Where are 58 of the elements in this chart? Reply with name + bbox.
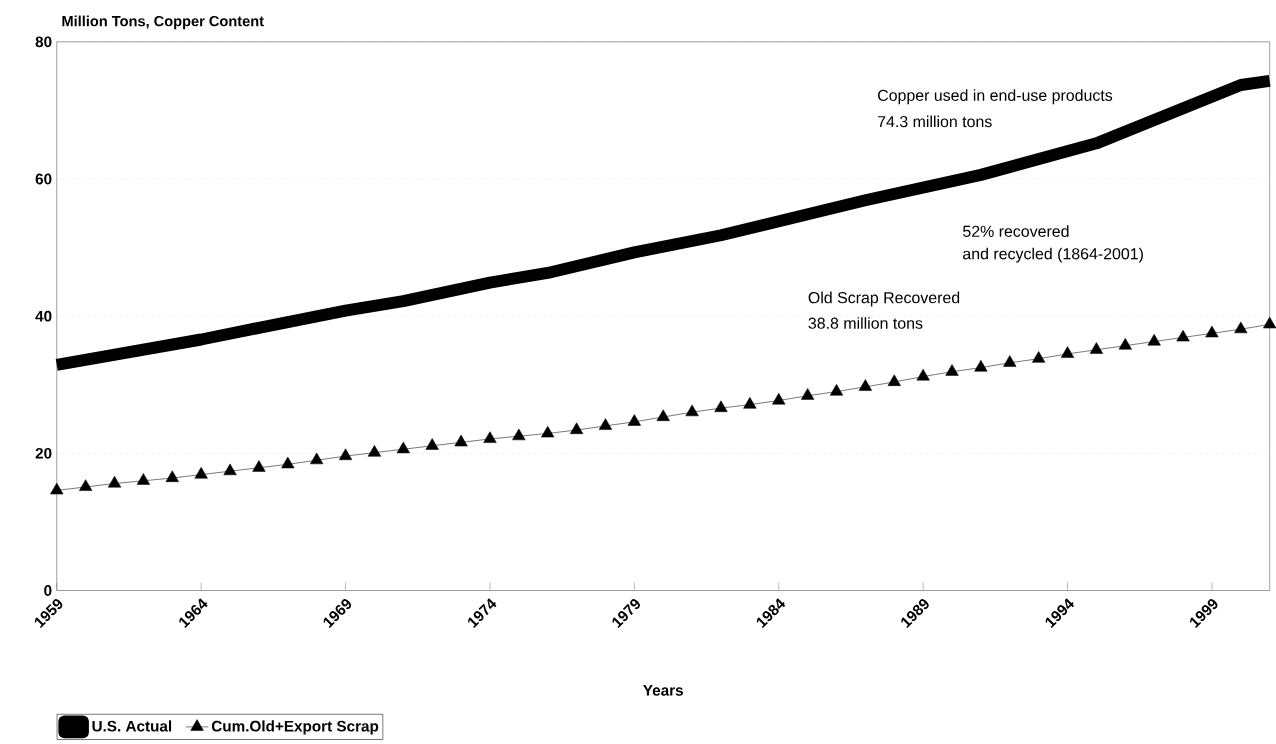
point xyxy=(483,431,497,443)
point xyxy=(974,360,988,372)
x-axis-title: Years xyxy=(643,685,683,696)
point xyxy=(627,414,641,426)
point xyxy=(1205,325,1219,338)
point xyxy=(281,456,295,469)
annotation: 52% recovered xyxy=(963,225,1069,238)
point xyxy=(1176,329,1190,342)
annotation: 74.3 million tons xyxy=(878,115,992,128)
point xyxy=(1234,321,1248,334)
point xyxy=(656,409,670,421)
point xyxy=(685,404,699,417)
point xyxy=(79,479,93,491)
point xyxy=(743,397,757,409)
legend-label: Cum.Old+Export Scrap xyxy=(211,720,379,735)
annotation: and recycled (1864-2001) xyxy=(963,247,1143,263)
point xyxy=(1118,338,1132,350)
y-tick-label: 80 xyxy=(35,36,52,48)
annotation: Copper used in end-use products xyxy=(878,89,1113,105)
y-tick-label: 60 xyxy=(35,173,52,185)
point xyxy=(858,379,872,391)
point xyxy=(1089,342,1103,354)
point xyxy=(367,445,382,457)
y-tick-label: 20 xyxy=(35,448,52,459)
y-tick-label: 0 xyxy=(44,585,52,596)
legend-label: U.S. Actual xyxy=(92,720,172,732)
point xyxy=(714,400,728,413)
point xyxy=(1032,351,1046,363)
point xyxy=(829,384,844,396)
point xyxy=(541,425,555,438)
point xyxy=(916,369,930,381)
annotation: Old Scrap Recovered xyxy=(808,291,960,307)
point xyxy=(598,418,613,430)
point xyxy=(945,364,959,376)
point xyxy=(887,374,901,386)
point xyxy=(396,441,410,454)
point xyxy=(570,422,584,435)
point xyxy=(772,393,786,405)
point xyxy=(512,428,526,441)
point xyxy=(50,482,64,495)
y-axis-title: Million Tons, Copper Content xyxy=(62,15,264,30)
point xyxy=(223,463,237,476)
point xyxy=(338,448,353,461)
point xyxy=(1147,334,1161,346)
point xyxy=(252,460,266,472)
y-tick-label: 40 xyxy=(35,310,52,322)
point xyxy=(107,476,122,488)
point xyxy=(1060,346,1075,358)
point xyxy=(310,452,324,465)
annotation: 38.8 million tons xyxy=(808,317,923,329)
point xyxy=(1003,355,1017,367)
point xyxy=(165,470,179,483)
point xyxy=(454,434,468,447)
point xyxy=(1263,316,1276,329)
point xyxy=(194,467,208,479)
point xyxy=(425,438,439,450)
point xyxy=(136,473,150,485)
point xyxy=(801,388,815,400)
